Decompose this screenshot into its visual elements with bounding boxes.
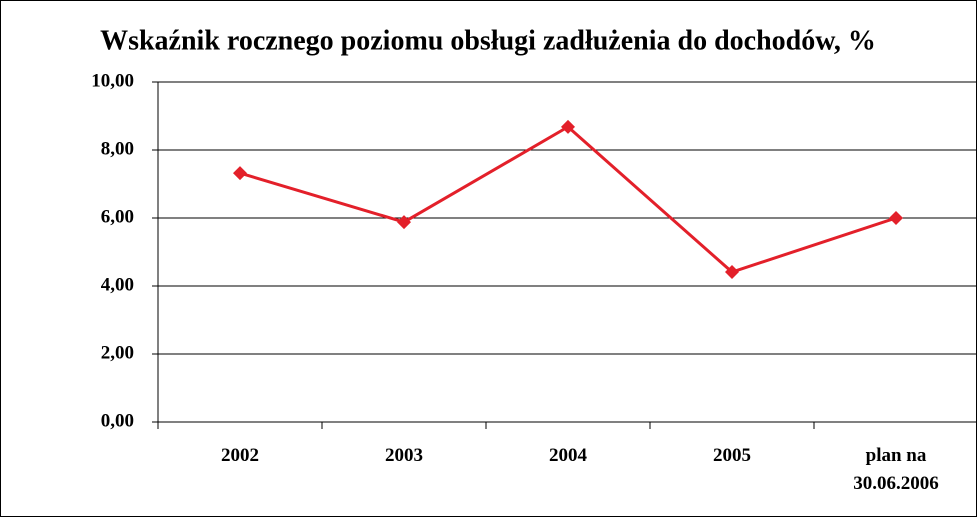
y-tick-label: 0,00 xyxy=(101,410,134,431)
marker xyxy=(561,119,575,134)
y-tick-label: 4,00 xyxy=(101,274,134,295)
marker xyxy=(889,211,903,225)
y-tick-label: 6,00 xyxy=(101,206,134,227)
x-tick-label: 2004 xyxy=(549,445,587,466)
x-tick-label: 2003 xyxy=(385,445,423,466)
y-tick-label: 10,00 xyxy=(91,70,134,91)
marker xyxy=(397,215,411,230)
marker xyxy=(233,166,247,181)
marker xyxy=(725,265,739,280)
x-tick-label: 2002 xyxy=(221,445,259,466)
chart-title: Wskaźnik rocznego poziomu obsługi zadłuż… xyxy=(100,25,876,56)
y-tick-label: 2,00 xyxy=(101,342,134,363)
x-tick-label: plan na 30.06.2006 xyxy=(853,445,939,494)
x-tick-label: 2005 xyxy=(713,445,751,466)
y-tick-label: 8,00 xyxy=(101,138,134,159)
